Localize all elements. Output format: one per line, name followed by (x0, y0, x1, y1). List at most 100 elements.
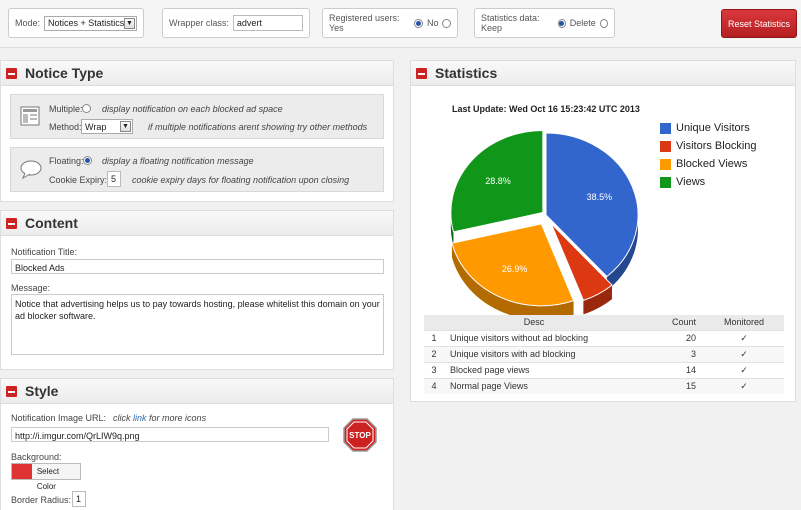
speech-bubble-icon (20, 160, 42, 179)
select-color-button[interactable]: Select Color (11, 463, 81, 491)
statistics-header[interactable]: Statistics (411, 61, 795, 86)
legend-label: Views (676, 176, 706, 188)
stats-data-box: Statistics data: Keep Delete (474, 8, 615, 38)
row-count: 15 (624, 377, 704, 394)
notice-type-header[interactable]: Notice Type (1, 61, 393, 86)
collapse-icon[interactable] (416, 67, 427, 79)
checkmark-icon: ✓ (704, 329, 784, 346)
wrapper-class-value: advert (236, 18, 262, 28)
statistics-pie-chart: Last Update: Wed Oct 16 15:23:42 UTC 201… (450, 104, 640, 320)
row-num: 4 (424, 377, 444, 394)
floating-radio[interactable] (83, 156, 92, 165)
checkmark-icon: ✓ (704, 345, 784, 362)
row-num: 2 (424, 345, 444, 362)
table-row: 2 Unique visitors with ad blocking 3 ✓ (424, 345, 784, 362)
registered-users-box: Registered users: Yes No (322, 8, 458, 38)
image-url-input[interactable]: http://i.imgur.com/QrLIW9q.png (11, 427, 329, 442)
mode-box: Mode: Notices + Statistics ▼ (8, 8, 144, 38)
notification-title-input[interactable]: Blocked Ads (11, 259, 384, 274)
wrapper-box: Wrapper class: advert (162, 8, 310, 38)
registered-no-label: No (426, 18, 439, 28)
content-title: Content (25, 215, 78, 231)
th-num (424, 315, 444, 330)
pie-data-label-0: 38.5% (587, 192, 613, 202)
registered-no-radio[interactable] (442, 18, 451, 28)
pie-slice-side-1 (583, 285, 612, 315)
image-hint-pre: click (113, 413, 131, 423)
multiple-desc: display notification on each blocked ad … (102, 104, 283, 114)
registered-yes-radio[interactable] (414, 18, 423, 28)
collapse-icon[interactable] (6, 67, 17, 79)
border-radius-value: 1 (76, 494, 82, 504)
row-num: 3 (424, 361, 444, 378)
pie-slice-side-2 (451, 243, 574, 320)
statistics-title: Statistics (435, 65, 498, 81)
registered-label: Registered users: Yes (329, 13, 400, 33)
cookie-expiry-input[interactable]: 5 (107, 171, 121, 187)
floating-group: Floating: display a floating notificatio… (10, 147, 384, 192)
pie-data-label-3: 28.8% (485, 176, 511, 186)
border-radius-label: Border Radius: (11, 495, 72, 505)
cookie-desc: cookie expiry days for floating notifica… (132, 175, 350, 185)
pie-data-label-2: 26.9% (502, 264, 528, 274)
content-panel: Content Notification Title: Blocked Ads … (0, 210, 394, 370)
color-swatch (12, 464, 32, 479)
notice-type-title: Notice Type (25, 65, 104, 81)
background-label: Background: (11, 452, 62, 462)
checkmark-icon: ✓ (704, 377, 784, 394)
row-desc: Unique visitors with ad blocking (444, 345, 624, 362)
cookie-expiry-label: Cookie Expiry: (49, 175, 108, 185)
table-row: 4 Normal page Views 15 ✓ (424, 377, 784, 394)
stats-delete-label: Delete (569, 18, 596, 28)
style-panel: Style Notification Image URL: click link… (0, 378, 394, 510)
pie-slice-3 (450, 130, 544, 233)
collapse-icon[interactable] (6, 385, 17, 397)
stop-sign-icon: STOP (343, 418, 377, 452)
legend-item-3: Views (660, 176, 705, 188)
row-desc: Normal page Views (444, 377, 624, 394)
image-hint: click link for more icons (113, 413, 206, 423)
legend-item-2: Blocked Views (660, 158, 747, 170)
statistics-panel: Statistics Last Update: Wed Oct 16 15:23… (410, 60, 796, 402)
table-row: 3 Blocked page views 14 ✓ (424, 361, 784, 378)
legend-label: Visitors Blocking (676, 140, 757, 152)
wrapper-class-input[interactable]: advert (232, 15, 303, 31)
mode-select[interactable]: Notices + Statistics ▼ (44, 15, 137, 31)
row-num: 1 (424, 329, 444, 346)
wrapper-label: Wrapper class: (169, 18, 229, 28)
stats-keep-radio[interactable] (557, 18, 566, 28)
content-header[interactable]: Content (1, 211, 393, 236)
collapse-icon[interactable] (6, 217, 17, 229)
style-header[interactable]: Style (1, 379, 393, 404)
top-toolbar: Mode: Notices + Statistics ▼ Wrapper cla… (0, 0, 801, 48)
border-radius-input[interactable]: 1 (72, 491, 86, 507)
select-color-label: Select Color (36, 467, 60, 491)
message-textarea[interactable]: Notice that advertising helps us to pay … (11, 294, 384, 355)
row-desc: Unique visitors without ad blocking (444, 329, 624, 346)
multiple-group: Multiple: display notification on each b… (10, 94, 384, 139)
message-label: Message: (11, 283, 51, 293)
chart-title: Last Update: Wed Oct 16 15:23:42 UTC 201… (452, 104, 640, 114)
image-hint-post: for more icons (149, 413, 207, 423)
icons-link[interactable]: link (133, 413, 147, 423)
chevron-down-icon: ▼ (120, 121, 131, 132)
legend-swatch (660, 140, 671, 152)
method-label: Method: (49, 122, 82, 132)
method-select-value: Wrap (85, 121, 107, 132)
stats-label: Statistics data: Keep (481, 13, 540, 33)
stats-delete-radio[interactable] (599, 18, 608, 28)
floating-desc: display a floating notification message (102, 156, 254, 166)
multiple-radio[interactable] (82, 104, 91, 113)
th-monitored: Monitored (704, 315, 784, 330)
chevron-down-icon: ▼ (124, 17, 135, 29)
table-row: 1 Unique visitors without ad blocking 20… (424, 329, 784, 346)
legend-label: Unique Visitors (676, 122, 750, 134)
reset-statistics-button[interactable]: Reset Statistics (721, 9, 797, 38)
th-count: Count (624, 315, 704, 330)
legend-swatch (660, 176, 671, 188)
th-desc: Desc (444, 315, 624, 330)
checkmark-icon: ✓ (704, 361, 784, 378)
method-select[interactable]: Wrap ▼ (81, 119, 133, 134)
layout-icon (20, 106, 40, 126)
row-count: 14 (624, 361, 704, 378)
